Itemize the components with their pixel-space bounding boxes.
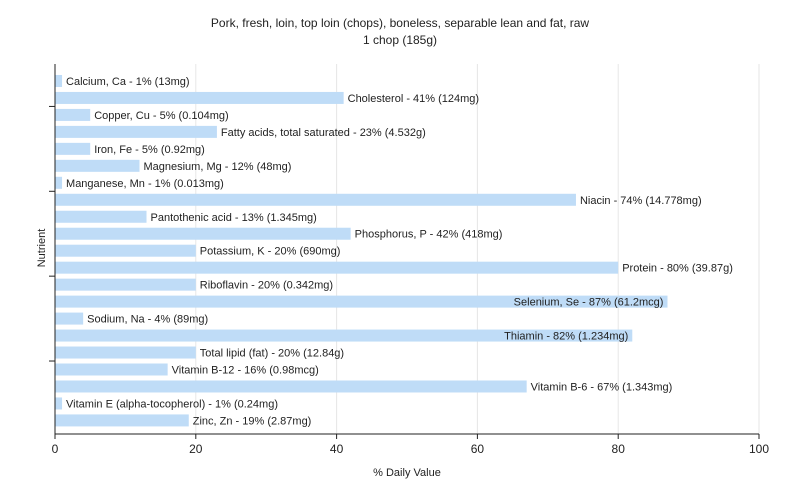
bar (55, 397, 63, 410)
bar (55, 278, 196, 291)
bar (55, 125, 217, 138)
bar (55, 108, 91, 121)
bar (55, 380, 527, 393)
x-tick-label: 0 (52, 442, 59, 456)
data-label: Manganese, Mn - 1% (0.013mg) (66, 178, 224, 190)
data-label: Phosphorus, P - 42% (418mg) (355, 229, 503, 241)
data-label: Protein - 80% (39.87g) (622, 263, 733, 275)
data-label: Total lipid (fat) - 20% (12.84g) (200, 348, 344, 360)
bar (55, 414, 189, 427)
chart-subtitle: 1 chop (185g) (363, 33, 437, 47)
x-tick-label: 60 (471, 442, 485, 456)
bar (55, 227, 351, 240)
data-label: Selenium, Se - 87% (61.2mcg) (514, 297, 664, 309)
data-label: Riboflavin - 20% (0.342mg) (200, 280, 333, 292)
data-label: Fatty acids, total saturated - 23% (4.53… (221, 127, 426, 139)
bar (55, 159, 140, 172)
x-tick-label: 100 (749, 442, 769, 456)
bar (55, 312, 84, 325)
data-label: Vitamin B-12 - 16% (0.98mcg) (172, 365, 319, 377)
chart-title: Pork, fresh, loin, top loin (chops), bon… (211, 16, 590, 30)
bar (55, 261, 619, 274)
data-label: Iron, Fe - 5% (0.92mg) (94, 144, 205, 156)
data-label: Thiamin - 82% (1.234mg) (504, 331, 628, 343)
bar (55, 91, 344, 104)
data-label: Zinc, Zn - 19% (2.87mg) (193, 415, 312, 427)
y-axis-title: Nutrient (36, 229, 48, 268)
data-label: Cholesterol - 41% (124mg) (348, 93, 479, 105)
data-label: Potassium, K - 20% (690mg) (200, 246, 341, 258)
x-tick-label: 80 (612, 442, 626, 456)
bar (55, 295, 668, 308)
x-tick-label: 20 (189, 442, 203, 456)
data-label: Vitamin B-6 - 67% (1.343mg) (531, 381, 673, 393)
data-label: Vitamin E (alpha-tocopherol) - 1% (0.24m… (66, 398, 278, 410)
gridlines (195, 64, 760, 434)
x-axis-title: % Daily Value (373, 467, 441, 479)
bar (55, 74, 63, 87)
axes: 0 20 40 60 80 100 (49, 64, 769, 456)
bar (55, 346, 196, 359)
bar (55, 176, 63, 189)
bars: Calcium, Ca - 1% (13mg) Cholesterol - 41%… (55, 74, 733, 427)
bar (55, 363, 168, 376)
bar (55, 142, 91, 155)
bar (55, 193, 576, 206)
data-label: Copper, Cu - 5% (0.104mg) (94, 110, 229, 122)
bar (55, 210, 147, 223)
data-label: Magnesium, Mg - 12% (48mg) (143, 161, 291, 173)
data-label: Niacin - 74% (14.778mg) (580, 195, 702, 207)
x-tick-label: 40 (330, 442, 344, 456)
data-label: Sodium, Na - 4% (89mg) (87, 314, 208, 326)
data-label: Calcium, Ca - 1% (13mg) (66, 76, 189, 88)
bar (55, 244, 196, 257)
data-label: Pantothenic acid - 13% (1.345mg) (151, 212, 317, 224)
bar (55, 329, 633, 342)
